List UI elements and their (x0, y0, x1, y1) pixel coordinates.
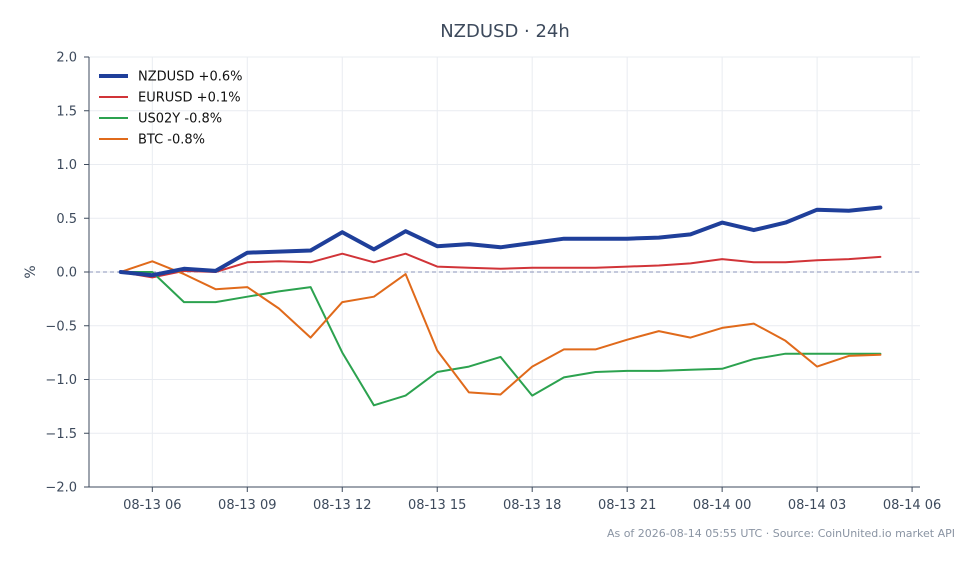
x-tick-label: 08-14 06 (883, 498, 941, 513)
x-tick-label: 08-14 03 (788, 498, 846, 513)
y-tick-label: −1.0 (45, 373, 77, 388)
series-line-nzdusd (118, 205, 883, 278)
series-line-us02y (119, 271, 882, 407)
legend-label-us02y: US02Y -0.8% (138, 112, 222, 127)
x-tick-label: 08-13 15 (408, 498, 466, 513)
x-tick-label: 08-13 09 (218, 498, 276, 513)
x-tick-label: 08-14 00 (693, 498, 751, 513)
x-tick-label: 08-13 18 (503, 498, 561, 513)
y-tick-label: −0.5 (45, 319, 77, 334)
series-line-btc (119, 260, 882, 396)
source-footnote: As of 2026-08-14 05:55 UTC · Source: Coi… (607, 527, 955, 540)
y-tick-label: 0.0 (56, 266, 77, 281)
y-tick-label: 1.0 (56, 158, 77, 173)
y-tick-label: −2.0 (45, 481, 77, 496)
y-tick-label: −1.5 (45, 427, 77, 442)
x-tick-label: 08-13 12 (313, 498, 371, 513)
legend-label-nzdusd: NZDUSD +0.6% (138, 70, 242, 85)
series-line-eurusd (119, 252, 882, 279)
y-tick-label: 2.0 (56, 51, 77, 66)
y-tick-label: 1.5 (56, 104, 77, 119)
series-lines (118, 205, 883, 407)
x-axis-ticks: 08-13 06 08-13 09 08-13 12 08-13 15 08-13 18… (123, 487, 941, 513)
y-tick-label: 0.5 (56, 212, 77, 227)
y-axis-ticks: 2.0 1.5 1.0 0.5 0.0 −0.5 −1.0 −1.5 −2.0 (45, 51, 89, 496)
y-axis-label: % (23, 265, 39, 278)
legend-label-eurusd: EURUSD +0.1% (138, 91, 241, 106)
x-tick-label: 08-13 21 (598, 498, 656, 513)
x-tick-label: 08-13 06 (123, 498, 181, 513)
chart-title: NZDUSD · 24h (440, 21, 570, 42)
legend-label-btc: BTC -0.8% (138, 133, 205, 148)
legend: NZDUSD +0.6% EURUSD +0.1% US02Y -0.8% BTC -… (99, 70, 242, 148)
